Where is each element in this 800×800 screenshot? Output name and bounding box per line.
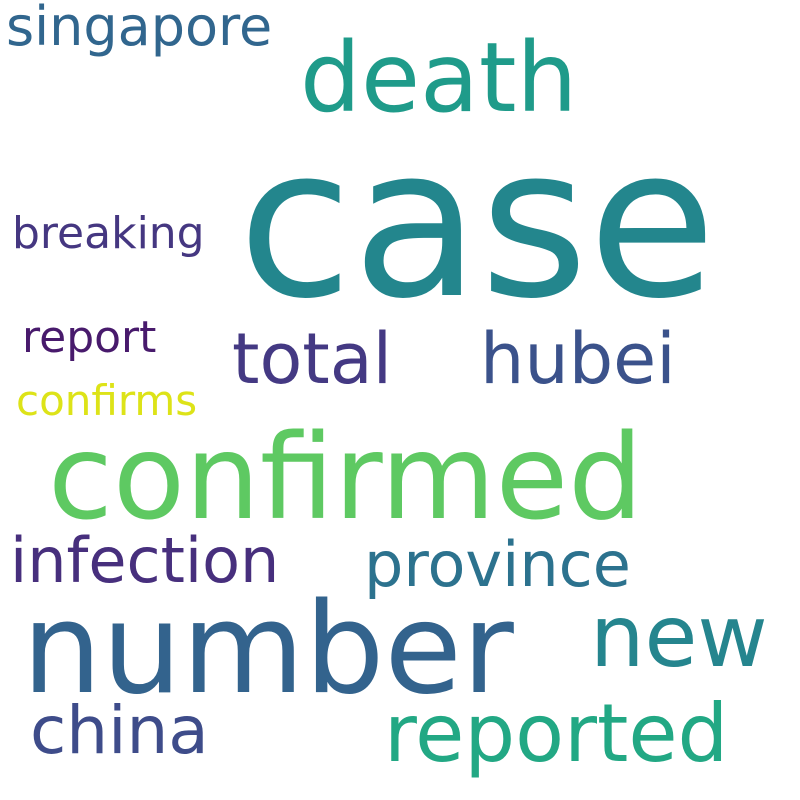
word-case: case [238,103,717,345]
word-china: china [30,692,209,769]
word-breaking: breaking [12,208,205,259]
word-total: total [232,318,393,400]
word-hubei: hubei [480,318,676,400]
word-confirmed: confirmed [48,408,644,546]
word-new: new [590,587,768,687]
word-report: report [22,312,157,363]
word-death: death [300,22,578,134]
word-singapore: singapore [6,0,273,58]
word-reported: reported [384,687,729,780]
word-infection: infection [10,524,280,597]
word-province: province [364,528,631,601]
word-confirms: confirms [16,376,198,425]
word-number: number [22,575,514,722]
